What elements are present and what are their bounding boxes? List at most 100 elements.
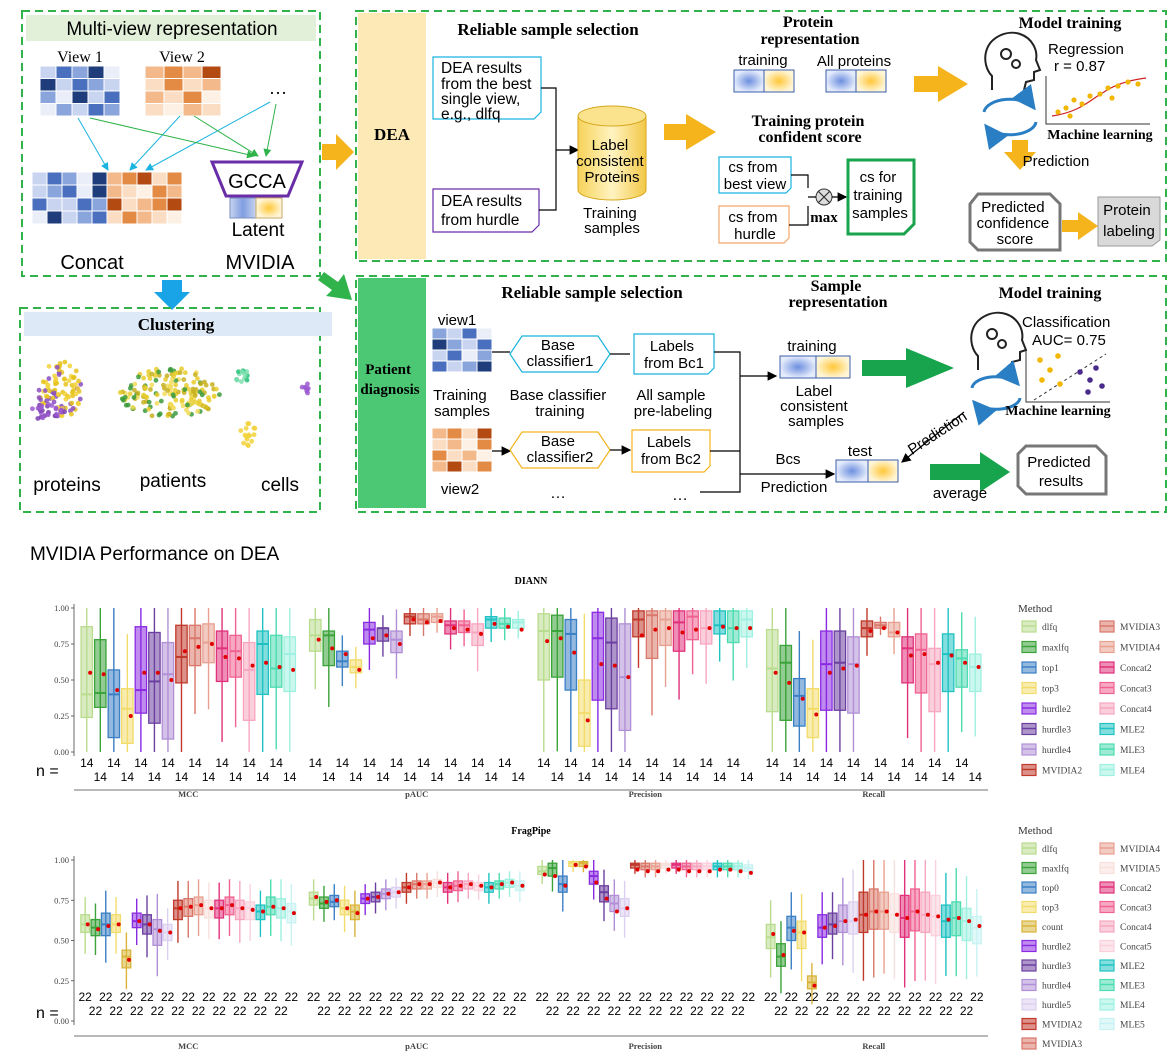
box-mean xyxy=(499,882,504,887)
patient-prediction2-label: Prediction xyxy=(905,408,970,459)
box-mean xyxy=(563,883,568,888)
cluster-point xyxy=(195,376,200,381)
box-mean xyxy=(209,642,214,646)
box-mean xyxy=(250,907,255,912)
box-mean xyxy=(411,617,416,622)
box-mean xyxy=(437,880,442,885)
cluster-point xyxy=(76,378,81,384)
matrix-cell xyxy=(446,338,463,351)
box-mean xyxy=(572,650,577,655)
cluster-point xyxy=(66,394,72,400)
cluster-point xyxy=(211,393,217,399)
regression-dot xyxy=(1071,97,1077,103)
dea-training-block-yellow xyxy=(763,69,795,93)
n-label: 22 xyxy=(359,1004,373,1018)
n-label: 22 xyxy=(929,990,943,1004)
legend-title: Method xyxy=(1018,603,1053,615)
dea-training-samples: Training samples xyxy=(583,205,641,237)
legend-label: MVIDIA2 xyxy=(1042,767,1082,777)
legend-label: Concat2 xyxy=(1120,664,1152,674)
matrix-cell xyxy=(76,184,93,199)
n-label: 22 xyxy=(451,990,465,1004)
n-label: 14 xyxy=(847,756,861,770)
labels-bc2-text: Labels from Bc2 xyxy=(641,434,701,468)
n-label: 22 xyxy=(669,1004,683,1018)
arrow-to-dea xyxy=(322,134,354,170)
n-label: 14 xyxy=(417,756,431,770)
box-mean xyxy=(802,930,807,935)
box-mean xyxy=(653,627,658,632)
n-label: 22 xyxy=(742,990,756,1004)
n-label: 14 xyxy=(322,770,336,784)
y-tick-label: 1.00 xyxy=(54,855,69,865)
cluster-point xyxy=(243,425,249,431)
x-category-label: Precision xyxy=(629,1041,663,1051)
cluster-point xyxy=(179,366,184,372)
box-top1 xyxy=(335,650,349,668)
box-mean xyxy=(773,670,778,675)
cluster-point xyxy=(75,386,81,391)
n-label: 14 xyxy=(874,756,888,770)
cluster-point xyxy=(192,393,198,398)
cs-best-view-text: cs from best view xyxy=(724,159,787,193)
box-top3 xyxy=(796,920,807,950)
box-mean xyxy=(250,663,255,668)
box-mean xyxy=(355,911,360,916)
cluster-point xyxy=(154,392,160,398)
box-hurdle4 xyxy=(161,641,175,740)
box-MVIDIA5 xyxy=(889,893,900,934)
multiview-panel: Multi-view representation View 1 View 2 … xyxy=(21,10,321,277)
matrix-cell xyxy=(76,197,93,212)
n-label: 22 xyxy=(711,1004,725,1018)
class-dot-negative xyxy=(1099,383,1105,389)
cluster-point xyxy=(213,386,219,392)
box-hurdle3 xyxy=(148,631,161,724)
box-mean xyxy=(905,915,910,920)
x-category-label: pAUC xyxy=(405,1041,428,1051)
cs-training-text: cs for training samples xyxy=(852,169,908,222)
box-maxlfq xyxy=(547,862,558,877)
box-mean xyxy=(343,652,348,657)
regression-dot xyxy=(1135,81,1141,87)
n-label: 14 xyxy=(134,756,148,770)
matrix-cell xyxy=(91,184,108,199)
n-label: 22 xyxy=(482,1004,496,1018)
gcca-trapezoid xyxy=(209,160,305,198)
cs-merge-lines xyxy=(789,174,809,226)
dea-best-view-box xyxy=(432,56,542,120)
box-mean xyxy=(854,663,859,668)
n-label: 14 xyxy=(766,756,780,770)
cluster-point xyxy=(181,377,187,383)
box-MVIDIA2 xyxy=(858,891,869,934)
box-mean xyxy=(949,653,954,658)
performance-title: MVIDIA Performance on DEA xyxy=(30,544,280,565)
box-mean xyxy=(963,660,968,665)
n-label: 14 xyxy=(793,756,807,770)
dea-brain-head-icon xyxy=(984,31,1042,91)
legend-label: hurdle5 xyxy=(1042,1001,1071,1011)
dea-tag: DEA xyxy=(374,125,411,144)
cluster-point xyxy=(35,416,41,421)
dea-rss-title: Reliable sample selection xyxy=(457,20,639,39)
matrix-cell xyxy=(151,197,168,212)
n-label: 22 xyxy=(223,990,237,1004)
matrix-cell xyxy=(61,171,78,186)
cluster-point xyxy=(59,413,65,419)
box-mean xyxy=(357,667,362,672)
cluster-label-patients: patients xyxy=(140,471,207,492)
cluster-point xyxy=(206,406,211,412)
patient-tag: Patient diagnosis xyxy=(360,362,419,398)
n-label: 22 xyxy=(462,1004,476,1018)
box-Concat2 xyxy=(215,630,229,683)
n-label: 14 xyxy=(121,770,135,784)
cluster-point xyxy=(54,411,59,417)
box-mean xyxy=(236,656,241,661)
labels-bc1-box xyxy=(633,333,715,375)
matrix-cell xyxy=(446,349,463,362)
matrix-cell xyxy=(76,210,93,225)
n-label: 22 xyxy=(264,990,278,1004)
cluster-point xyxy=(132,381,138,387)
legend-label: hurdle3 xyxy=(1042,962,1071,972)
box-mean xyxy=(843,919,848,924)
matrix-cell xyxy=(46,197,63,212)
